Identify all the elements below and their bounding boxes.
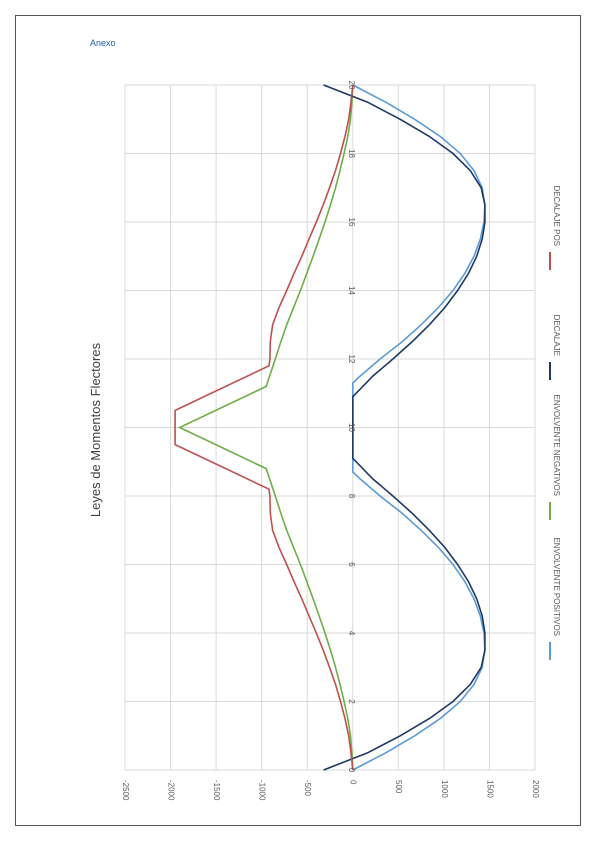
legend-label: ENVOLVENTE NEGATIVOS bbox=[552, 394, 561, 496]
y-tick-label: -2500 bbox=[121, 780, 130, 801]
x-tick-label: 0 bbox=[347, 768, 356, 773]
y-tick-label: -1500 bbox=[212, 780, 221, 801]
y-tick-label: 0 bbox=[349, 780, 358, 785]
series-line-decalaje-pos bbox=[174, 84, 354, 771]
x-tick-label: 14 bbox=[347, 286, 356, 295]
x-tick-label: 12 bbox=[347, 355, 356, 364]
y-tick-label: 1500 bbox=[485, 780, 494, 798]
legend-label: ENVOLVENTE POSITIVOS bbox=[552, 537, 561, 636]
x-tick-label: 4 bbox=[347, 631, 356, 636]
x-tick-label: 20 bbox=[347, 81, 356, 90]
y-tick-label: -1000 bbox=[258, 780, 267, 801]
chart-area: 0 2 4 6 8 10 12 14 16 18 20 -2500 -2000 -1500 -1000 -5… bbox=[40, 70, 565, 810]
y-tick-label: 500 bbox=[394, 780, 403, 794]
legend-label: DECALAJE bbox=[552, 315, 561, 356]
chart-series bbox=[174, 84, 486, 771]
y-tick-label: 2000 bbox=[531, 780, 540, 798]
x-tick-label: 18 bbox=[347, 149, 356, 158]
chart-svg: 0 2 4 6 8 10 12 14 16 18 20 -2500 -2000 -1500 -1000 -5… bbox=[88, 81, 561, 801]
chart-legend: ENVOLVENTE POSITIVOS ENVOLVENTE NEGATIVOS… bbox=[549, 186, 561, 660]
y-tick-label: 1000 bbox=[440, 780, 449, 798]
chart-grid bbox=[124, 84, 536, 771]
x-tick-label: 6 bbox=[347, 562, 356, 567]
x-tick-label: 8 bbox=[347, 494, 356, 499]
x-tick-label: 2 bbox=[347, 699, 356, 704]
header-label: Anexo bbox=[90, 38, 116, 48]
legend-label: DECALAJE POS bbox=[552, 186, 561, 246]
y-tick-label: -2000 bbox=[166, 780, 175, 801]
chart-title: Leyes de Momentos Flectores bbox=[88, 342, 103, 517]
x-tick-label: 16 bbox=[347, 218, 356, 227]
x-tick-labels: 0 2 4 6 8 10 12 14 16 18 20 bbox=[347, 81, 356, 773]
series-line-envolvente-negativos bbox=[177, 84, 354, 771]
y-tick-labels: -2500 -2000 -1500 -1000 -500 0 500 1000 1500 2000 bbox=[121, 780, 540, 801]
x-tick-label: 10 bbox=[347, 423, 356, 432]
page-frame bbox=[15, 15, 581, 826]
series-line-decalaje bbox=[323, 84, 486, 771]
y-tick-label: -500 bbox=[303, 780, 312, 797]
